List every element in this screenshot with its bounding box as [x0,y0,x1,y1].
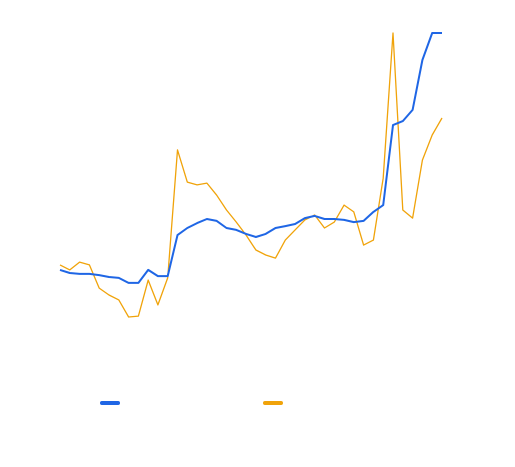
series-line [59,32,442,284]
series-line [59,32,443,318]
